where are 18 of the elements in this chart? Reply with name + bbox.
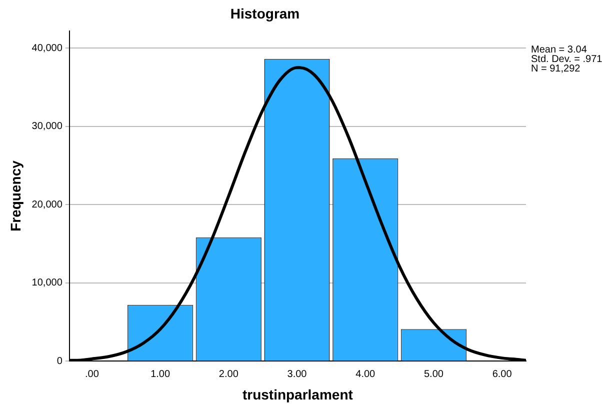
- text: Mean = 3.04: [531, 44, 588, 56]
- y-tick-label: 0: [56, 356, 63, 367]
- y-tick-label: 10,000: [32, 278, 63, 289]
- text: N = 91,292: [531, 64, 581, 75]
- x-tick-label: 1.00: [150, 368, 170, 380]
- y-tick-label: 20,000: [32, 199, 63, 210]
- x-tick-label: 4.00: [356, 368, 376, 380]
- chart-title: Histogram: [230, 5, 300, 22]
- x-tick-label: 6.00: [492, 368, 512, 380]
- x-tick-label: .00: [84, 368, 100, 380]
- y-tick-label: 40,000: [32, 42, 63, 54]
- text: Std. Dev. = .971: [531, 54, 602, 66]
- x-axis-title: trustinparlament: [242, 386, 354, 402]
- x-tick-label: 2.00: [218, 368, 239, 380]
- x-tick-label: 5.00: [424, 368, 444, 380]
- x-tick-label: 3.00: [287, 368, 308, 380]
- y-tick-label: 30,000: [32, 121, 63, 132]
- y-axis-title: Frequency: [7, 160, 24, 232]
